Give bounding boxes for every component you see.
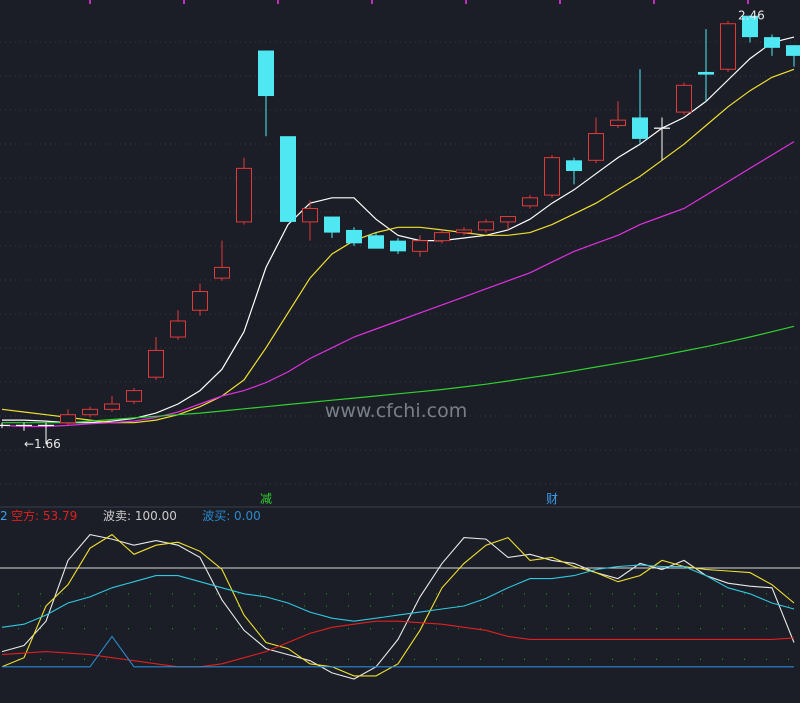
price-annotation: 2.46 — [738, 9, 765, 23]
ma-line-4 — [2, 325, 795, 424]
candle-body — [148, 349, 164, 378]
candlesticks — [0, 15, 800, 445]
candle-body — [214, 266, 230, 279]
candle — [368, 232, 384, 249]
candle — [610, 101, 626, 129]
candle — [258, 50, 274, 137]
candle — [192, 283, 208, 316]
moving-average-lines — [1, 36, 795, 428]
candle-body — [82, 408, 98, 416]
candle-body — [588, 133, 604, 161]
candle-body — [368, 235, 384, 249]
candle-body — [500, 216, 516, 223]
indicator-line-2 — [1, 533, 795, 677]
candle — [434, 229, 450, 244]
candle-body — [698, 71, 714, 75]
candle-body — [236, 167, 252, 223]
ma-line-1 — [2, 36, 795, 424]
candle-body — [170, 320, 186, 338]
candle — [742, 15, 758, 43]
candle — [698, 29, 714, 102]
candle-body — [412, 240, 428, 252]
candle-body — [302, 208, 318, 223]
candle — [126, 387, 142, 404]
candle-body — [104, 403, 120, 410]
indicator-line-4 — [1, 620, 795, 668]
indicator-item-3: 波买: 0.00 — [202, 509, 261, 523]
candle — [566, 157, 582, 185]
candle — [764, 34, 780, 56]
candle-body — [258, 50, 274, 97]
candle-body — [632, 117, 648, 139]
indicator-lines — [1, 533, 795, 680]
candle-body — [434, 232, 450, 242]
candle — [148, 337, 164, 380]
event-markers: 减财 — [260, 492, 558, 506]
candle — [0, 422, 10, 429]
candle — [346, 227, 362, 246]
candle-body — [544, 157, 560, 196]
candle-body — [478, 221, 494, 231]
candle — [214, 240, 230, 281]
indicator-line-5 — [2, 635, 794, 668]
candle — [16, 422, 32, 431]
candle-body — [390, 240, 406, 252]
candle — [720, 21, 736, 72]
candle-body — [566, 160, 582, 172]
candle-body — [742, 15, 758, 38]
indicator-header: 2 空方: 53.79 波卖: 100.00 波买: 0.00 — [0, 508, 261, 523]
price-annotations: ←1.66 2.46 — [24, 9, 765, 451]
event-marker: 财 — [546, 492, 558, 506]
indicator-line-3 — [1, 564, 795, 628]
candle-body — [676, 84, 692, 113]
candle — [632, 69, 648, 145]
candle-body — [192, 291, 208, 311]
candle — [412, 235, 428, 257]
candle-body — [786, 45, 800, 56]
candle-body — [610, 119, 626, 127]
candle-body — [324, 216, 340, 233]
candle — [544, 154, 560, 198]
indicator-prefix: 2 — [0, 509, 8, 523]
candle — [60, 409, 76, 426]
candle — [104, 395, 120, 413]
event-marker: 减 — [260, 492, 272, 506]
indicator-item-1: 空方: 53.79 — [11, 508, 77, 523]
candle — [38, 422, 54, 445]
candle-body — [456, 229, 472, 234]
watermark: www.cfchi.com — [325, 400, 467, 422]
candle — [522, 195, 538, 209]
ma-line-3 — [1, 141, 795, 428]
candle — [500, 216, 516, 230]
candle-body — [346, 229, 362, 244]
candle — [478, 219, 494, 233]
indicator-item-2: 波卖: 100.00 — [103, 509, 177, 523]
candle — [456, 227, 472, 236]
candle — [786, 45, 800, 67]
candle — [676, 82, 692, 115]
candle — [170, 310, 186, 340]
candle-body — [764, 37, 780, 48]
candle — [390, 237, 406, 255]
candle-body — [522, 197, 538, 207]
candle — [654, 117, 670, 161]
candle-body — [60, 414, 76, 424]
candle-body — [720, 23, 736, 70]
price-annotation: ←1.66 — [24, 437, 61, 451]
candle — [324, 216, 340, 238]
indicator-grid — [0, 567, 800, 660]
candle — [280, 136, 296, 222]
candle — [588, 117, 604, 163]
candle — [82, 406, 98, 418]
candle — [236, 157, 252, 225]
candle-body — [280, 136, 296, 222]
indicator-line-1 — [1, 533, 795, 680]
candle-body — [126, 390, 142, 402]
candle — [302, 200, 318, 241]
